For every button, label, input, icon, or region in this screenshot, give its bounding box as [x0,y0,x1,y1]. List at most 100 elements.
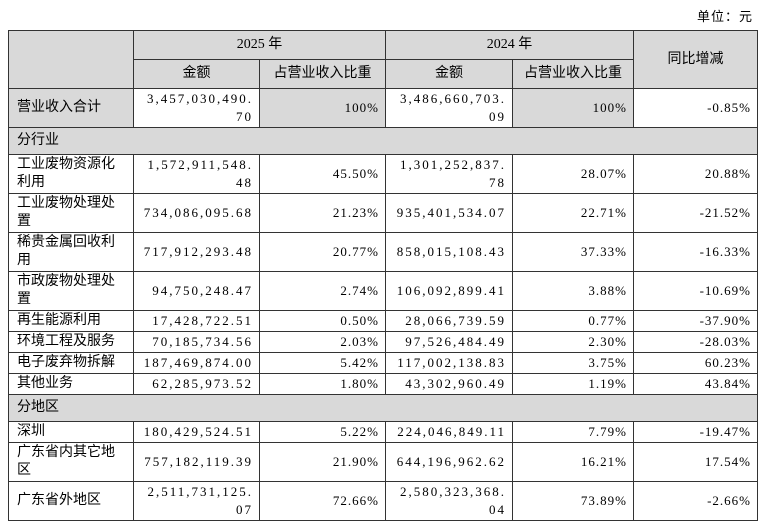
amount-2024-cell: 117,002,138.83 [385,352,513,374]
col-header-pct-2025: 占营业收入比重 [259,59,386,89]
amount-2024-cell: 644,196,962.62 [385,442,513,482]
col-header-2025: 2025 年 [133,30,386,60]
amount-2025-cell: 187,469,874.00 [133,352,260,374]
pct-2024-cell: 3.75% [512,352,634,374]
pct-2024-cell: 3.88% [512,271,634,311]
yoy-cell: -16.33% [633,232,758,272]
yoy-cell: -21.52% [633,193,758,233]
pct-2024-cell: 22.71% [512,193,634,233]
pct-2025-cell: 21.23% [259,193,386,233]
amount-2025-cell: 94,750,248.47 [133,271,260,311]
data-row: 工业废物资源化利用 1,572,911,548.48 45.50% 1,301,252… [8,154,758,194]
row-label: 电子废弃物拆解 [8,352,134,374]
amount-2025-cell: 1,572,911,548.48 [133,154,260,194]
col-header-amount-2024: 金额 [385,59,513,89]
row-label: 工业废物资源化利用 [8,154,134,194]
row-label: 市政废物处理处置 [8,271,134,311]
amount-2024-cell: 28,066,739.59 [385,310,513,332]
amount-2024-cell: 858,015,108.43 [385,232,513,272]
amount-2024-cell: 3,486,660,703.09 [385,88,513,128]
pct-2024-cell: 100% [512,88,634,128]
col-header-2024: 2024 年 [385,30,634,60]
yoy-cell: -2.66% [633,481,758,521]
row-label: 广东省内其它地区 [8,442,134,482]
row-label: 环境工程及服务 [8,331,134,353]
amount-2025-cell: 180,429,524.51 [133,421,260,443]
table-header-metrics: 金额 占营业收入比重 金额 占营业收入比重 [9,59,758,89]
row-label: 深圳 [8,421,134,443]
unit-label: 单位：元 [696,9,753,24]
amount-2024-cell: 106,092,899.41 [385,271,513,311]
amount-2024-cell: 97,526,484.49 [385,331,513,353]
yoy-cell: -10.69% [633,271,758,311]
amount-2025-cell: 70,185,734.56 [133,331,260,353]
amount-2025-cell: 717,912,293.48 [133,232,260,272]
data-row: 稀贵金属回收利用 717,912,293.48 20.77% 858,015,108.… [8,232,758,272]
table-header-years: 2025 年 2024 年 同比增减 [8,30,758,89]
data-row: 工业废物处理处置 734,086,095.68 21.23% 935,401,534.… [8,193,758,233]
pct-2025-cell: 5.22% [259,421,386,443]
row-label: 稀贵金属回收利用 [8,232,134,272]
section-title: 分地区 [8,394,758,422]
col-header-yoy: 同比增减 [633,30,758,89]
row-label: 再生能源利用 [8,310,134,332]
yoy-cell: -19.47% [633,421,758,443]
data-row: 深圳 180,429,524.51 5.22% 224,046,849.11 7.79%… [8,421,758,443]
yoy-cell: 17.54% [633,442,758,482]
amount-2024-cell: 43,302,960.49 [385,373,513,395]
section-title: 分行业 [8,127,758,155]
pct-2024-cell: 7.79% [512,421,634,443]
col-header-amount-2025: 金额 [133,59,260,89]
data-row: 广东省内其它地区 757,182,119.39 21.90% 644,196,962.… [8,442,758,482]
revenue-breakdown-table: 2025 年 2024 年 同比增减 金额 占营业收入比重 金额 占营业收入比重… [8,30,758,521]
amount-2025-cell: 62,285,973.52 [133,373,260,395]
data-row: 市政废物处理处置 94,750,248.47 2.74% 106,092,899.41… [8,271,758,311]
amount-2024-cell: 2,580,323,368.04 [385,481,513,521]
pct-2024-cell: 37.33% [512,232,634,272]
pct-2024-cell: 73.89% [512,481,634,521]
pct-2025-cell: 72.66% [259,481,386,521]
amount-2024-cell: 935,401,534.07 [385,193,513,233]
pct-2024-cell: 16.21% [512,442,634,482]
pct-2025-cell: 20.77% [259,232,386,272]
pct-2024-cell: 0.77% [512,310,634,332]
data-row: 再生能源利用 17,428,722.51 0.50% 28,066,739.59 0.7… [8,310,758,332]
row-label: 其他业务 [8,373,134,395]
pct-2024-cell: 2.30% [512,331,634,353]
yoy-cell: 60.23% [633,352,758,374]
yoy-cell: -28.03% [633,331,758,353]
amount-2025-cell: 3,457,030,490.70 [133,88,260,128]
data-row: 广东省外地区 2,511,731,125.07 72.66% 2,580,323,36… [8,481,758,521]
section-header-row: 分地区 [8,394,758,422]
total-revenue-row: 营业收入合计 3,457,030,490.70 100% 3,486,660,7… [8,88,758,128]
pct-2025-cell: 5.42% [259,352,386,374]
data-row: 环境工程及服务 70,185,734.56 2.03% 97,526,484.49 2.… [8,331,758,353]
pct-2025-cell: 21.90% [259,442,386,482]
amount-2024-cell: 224,046,849.11 [385,421,513,443]
row-label: 营业收入合计 [8,88,134,128]
pct-2025-cell: 1.80% [259,373,386,395]
corner-cell [8,30,134,89]
data-row: 其他业务 62,285,973.52 1.80% 43,302,960.49 1.19%… [8,373,758,395]
pct-2025-cell: 100% [259,88,386,128]
amount-2025-cell: 757,182,119.39 [133,442,260,482]
amount-2025-cell: 17,428,722.51 [133,310,260,332]
yoy-cell: -0.85% [633,88,758,128]
pct-2024-cell: 1.19% [512,373,634,395]
pct-2025-cell: 0.50% [259,310,386,332]
pct-2025-cell: 2.03% [259,331,386,353]
section-header-row: 分行业 [8,127,758,155]
col-header-pct-2024: 占营业收入比重 [512,59,634,89]
pct-2024-cell: 28.07% [512,154,634,194]
pct-2025-cell: 45.50% [259,154,386,194]
pct-2025-cell: 2.74% [259,271,386,311]
yoy-cell: 20.88% [633,154,758,194]
row-label: 广东省外地区 [8,481,134,521]
row-label: 工业废物处理处置 [8,193,134,233]
amount-2025-cell: 2,511,731,125.07 [133,481,260,521]
yoy-cell: 43.84% [633,373,758,395]
amount-2025-cell: 734,086,095.68 [133,193,260,233]
amount-2024-cell: 1,301,252,837.78 [385,154,513,194]
data-row: 电子废弃物拆解 187,469,874.00 5.42% 117,002,138.83… [8,352,758,374]
yoy-cell: -37.90% [633,310,758,332]
